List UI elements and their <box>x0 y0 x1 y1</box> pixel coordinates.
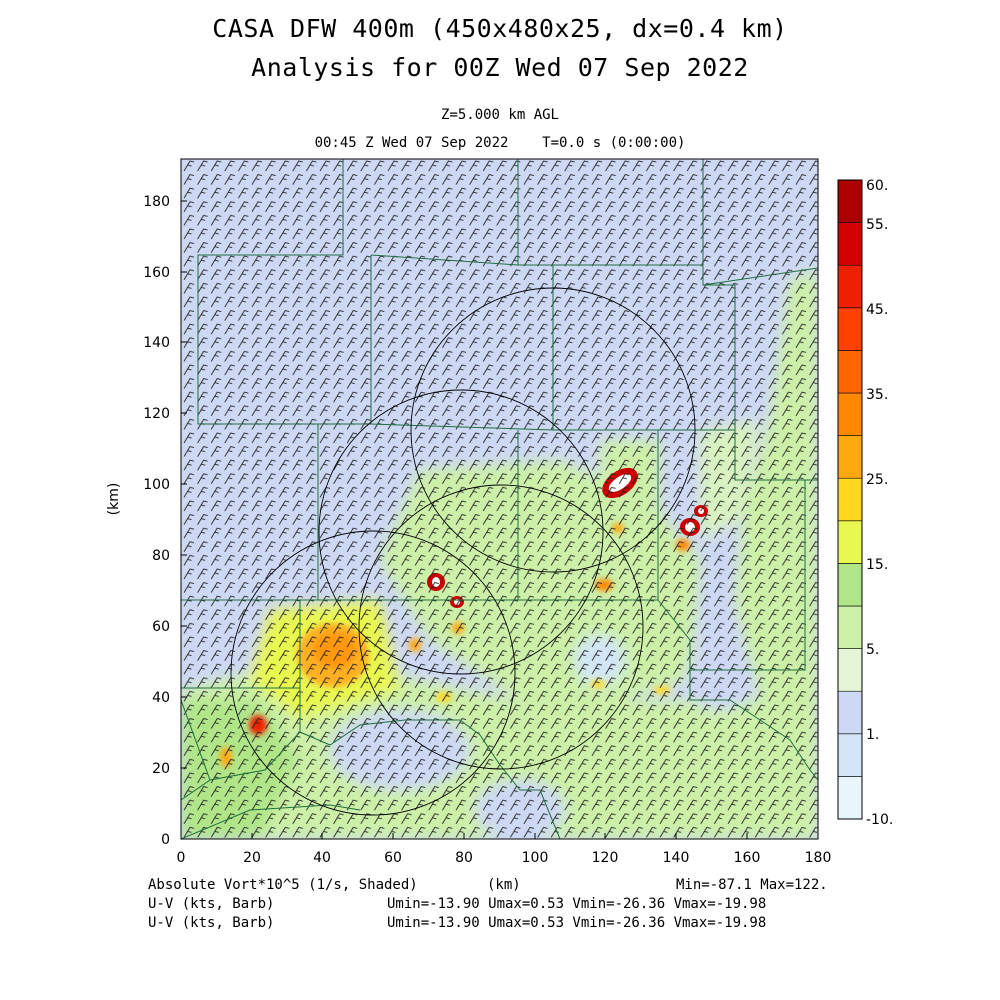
uv-label-1: U-V (kts, Barb) <box>148 896 275 912</box>
y-tick-label: 60 <box>152 619 170 635</box>
colorbar-label: 25. <box>866 472 888 488</box>
radar-range-rings <box>230 287 696 816</box>
colorbar-cell <box>837 605 863 649</box>
colorbar-cell <box>837 264 863 309</box>
y-axis-ticks: 0 20 40 60 80 100 120 140 160 180 <box>143 194 170 848</box>
field-description: Absolute Vort*10^5 (1/s, Shaded) <box>148 877 418 893</box>
colorbar-label: 1. <box>866 727 879 743</box>
x-tick-label: 100 <box>522 850 549 866</box>
y-axis-label: (km) <box>106 483 122 516</box>
colorbar-label: 15. <box>866 557 888 573</box>
y-tick-label: 100 <box>143 477 170 493</box>
x-tick-label: 20 <box>243 850 261 866</box>
x-tick-label: 140 <box>663 850 690 866</box>
valid-time-label: 00:45 Z Wed 07 Sep 2022 T=0.0 s (0:00:00… <box>314 135 686 151</box>
colorbar-label: 35. <box>866 387 888 403</box>
x-tick-label: 0 <box>177 850 186 866</box>
x-tick-label: 40 <box>313 850 331 866</box>
x-tick-label: 120 <box>592 850 619 866</box>
county-boundaries <box>181 159 818 839</box>
plot-title-line2: Analysis for 00Z Wed 07 Sep 2022 <box>251 53 749 82</box>
colorbar-cell <box>837 435 863 479</box>
colorbar-cell <box>837 648 863 692</box>
colorbar-label: 55. <box>866 217 888 233</box>
colorbar: 60. 55. 45. 35. 25. 15. 5. 1. -10. <box>837 178 893 828</box>
colorbar-labels: 60. 55. 45. 35. 25. 15. 5. 1. -10. <box>866 178 893 828</box>
x-tick-label: 60 <box>384 850 402 866</box>
x-tick-label: 160 <box>734 850 761 866</box>
uv-stats-2: Umin=-13.90 Umax=0.53 Vmin=-26.36 Vmax=-… <box>387 915 767 931</box>
x-tick-label: 80 <box>455 850 473 866</box>
colorbar-label: 45. <box>866 302 888 318</box>
colorbar-cell <box>837 733 863 777</box>
x-axis-ticks: 0 20 40 60 80 100 120 140 160 180 <box>177 850 832 866</box>
colorbar-cell <box>837 520 863 564</box>
colorbar-label: -10. <box>866 812 893 828</box>
x-tick-label: 180 <box>805 850 832 866</box>
colorbar-cell <box>837 307 863 351</box>
axis-tick-marks <box>180 200 819 840</box>
colorbar-cell <box>837 392 863 436</box>
colorbar-cell <box>837 350 863 394</box>
y-tick-label: 0 <box>161 832 170 848</box>
level-label: Z=5.000 km AGL <box>440 107 559 123</box>
vorticity-shading <box>181 159 818 839</box>
y-tick-label: 140 <box>143 335 170 351</box>
wind-barbs <box>181 159 818 839</box>
colorbar-cell <box>837 776 863 820</box>
min-max-label: Min=-87.1 Max=122. <box>676 877 828 893</box>
colorbar-cell <box>837 563 863 607</box>
colorbar-label: 60. <box>866 178 888 194</box>
uv-label-2: U-V (kts, Barb) <box>148 915 275 931</box>
y-tick-label: 80 <box>152 548 170 564</box>
colorbar-cell <box>837 222 863 266</box>
colorbar-cell <box>837 477 863 522</box>
colorbar-label: 5. <box>866 642 879 658</box>
x-axis-label: (km) <box>487 877 521 893</box>
plot-title-line1: CASA DFW 400m (450x480x25, dx=0.4 km) <box>212 14 788 43</box>
y-tick-label: 40 <box>152 690 170 706</box>
uv-stats-1: Umin=-13.90 Umax=0.53 Vmin=-26.36 Vmax=-… <box>387 896 767 912</box>
y-tick-label: 160 <box>143 265 170 281</box>
y-tick-label: 120 <box>143 406 170 422</box>
colorbar-cell <box>837 690 863 735</box>
y-tick-label: 20 <box>152 761 170 777</box>
y-tick-label: 180 <box>143 194 170 210</box>
plot-frame <box>180 158 819 840</box>
colorbar-cell <box>837 179 863 223</box>
